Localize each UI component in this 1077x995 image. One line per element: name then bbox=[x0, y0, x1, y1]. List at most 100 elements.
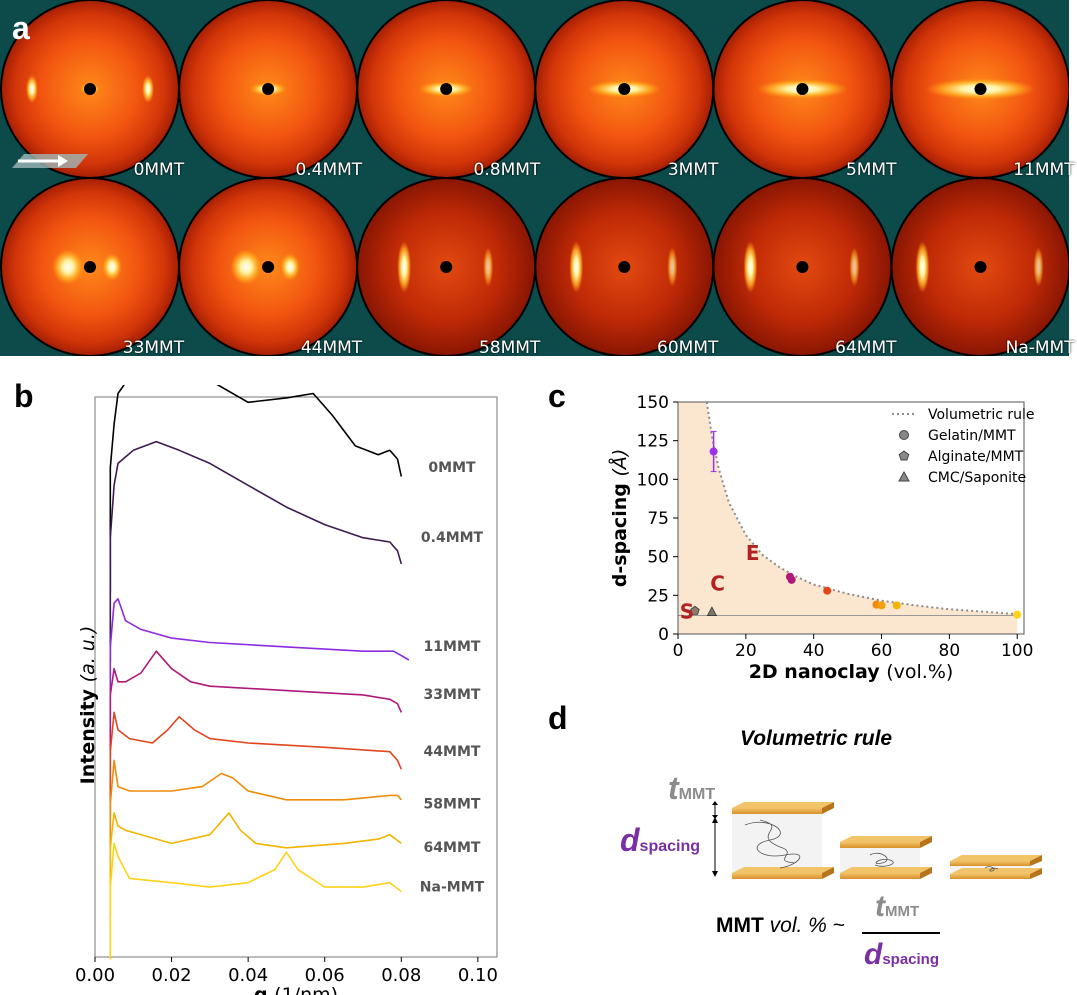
x-tick-label: 80 bbox=[939, 641, 961, 661]
d-spacing-label: dspacing bbox=[620, 822, 701, 858]
scattering-arc bbox=[743, 241, 758, 293]
y-axis-label: d-spacing (Å) bbox=[608, 449, 631, 588]
detector-image bbox=[712, 0, 893, 179]
detector-sample-label: 3MMT bbox=[667, 160, 719, 180]
thickness-arrow-icon bbox=[712, 801, 718, 819]
beamstop bbox=[618, 83, 631, 95]
series-line bbox=[109, 440, 403, 663]
detector-image bbox=[356, 0, 537, 179]
y-tick-label: 75 bbox=[647, 509, 669, 529]
series-label: 64MMT bbox=[424, 840, 481, 856]
formula-denominator: dspacing bbox=[864, 938, 940, 971]
panel-a-letter: a bbox=[12, 10, 30, 46]
beamstop bbox=[84, 83, 96, 95]
y-tick-label: 150 bbox=[637, 393, 669, 413]
gelatin-point bbox=[877, 601, 886, 610]
scattering-lobe bbox=[280, 253, 301, 281]
detector-image bbox=[534, 0, 715, 179]
x-tick-label: 0.06 bbox=[305, 965, 345, 986]
panel-b-saxs-chart: 0.00 0.02 0.04 0.06 0.08 0.10 q (1/nm) Intensit… bbox=[75, 385, 498, 995]
x-axis-label: q (1/nm) bbox=[254, 984, 338, 995]
region-label: E bbox=[746, 541, 760, 565]
detector-sample-label: 44MMT bbox=[300, 338, 363, 358]
beamstop bbox=[440, 83, 453, 95]
legend-label: CMC/Saponite bbox=[928, 470, 1026, 486]
panel-c-letter: c bbox=[548, 378, 566, 414]
t-mmt-label: tMMT bbox=[668, 770, 716, 806]
y-tick-label: 50 bbox=[647, 548, 669, 568]
panel-b-letter: b bbox=[14, 378, 34, 414]
detector-image bbox=[890, 0, 1069, 179]
series-label: 11MMT bbox=[424, 639, 481, 655]
scattering-arc bbox=[667, 247, 678, 287]
platelet-schematic bbox=[712, 801, 1042, 879]
fraction-bar bbox=[862, 932, 940, 934]
formula-numerator: tMMT bbox=[875, 890, 920, 923]
alginate-point bbox=[690, 605, 700, 615]
scattering-arc bbox=[1033, 247, 1044, 287]
detector-image bbox=[712, 177, 893, 356]
y-axis-label: Intensity (a. u.) bbox=[77, 626, 99, 785]
formula-lhs: MMT vol. % ~ bbox=[716, 914, 845, 937]
gelatin-point bbox=[709, 447, 718, 456]
platelet-stack-large bbox=[732, 802, 834, 879]
legend-swatch bbox=[898, 470, 910, 482]
scattering-arc bbox=[483, 247, 494, 287]
gelatin-point bbox=[1013, 610, 1022, 619]
scattering-lobe bbox=[142, 75, 154, 103]
y-tick-label: 100 bbox=[637, 470, 669, 490]
detector-sample-label: Na-MMT bbox=[1005, 338, 1075, 358]
shaded-region bbox=[678, 402, 1018, 634]
detector-sample-label: 5MMT bbox=[845, 160, 897, 180]
beamstop bbox=[84, 261, 96, 273]
panel-a-detector-grid: 0MMT 0.4MMT 0.8MMT 3MMT 5MMT 11MMT 33MMT 44MMT 5… bbox=[0, 0, 1075, 358]
region-label: S bbox=[680, 600, 694, 624]
platelet-stack-small bbox=[950, 855, 1042, 879]
volumetric-rule-line bbox=[705, 401, 1018, 616]
beamstop bbox=[796, 83, 809, 95]
x-tick-label: 100 bbox=[1001, 641, 1033, 661]
scattering-arc bbox=[569, 241, 584, 293]
detector-image bbox=[0, 177, 180, 356]
scattering-arc bbox=[397, 241, 412, 293]
detector-sample-label: 0.8MMT bbox=[473, 160, 541, 180]
legend-swatch bbox=[898, 450, 910, 461]
beamstop bbox=[262, 83, 275, 95]
spacing-arrow-icon bbox=[712, 817, 718, 877]
detector-image bbox=[178, 177, 359, 356]
x-tick-label: 0.00 bbox=[75, 965, 115, 986]
beamstop bbox=[974, 83, 987, 95]
detector-sample-label: 0MMT bbox=[133, 160, 185, 180]
beamstop bbox=[262, 261, 275, 273]
scattering-lobe bbox=[26, 75, 38, 103]
detector-image bbox=[356, 177, 537, 356]
beamstop bbox=[618, 261, 631, 273]
detector-image bbox=[534, 177, 715, 356]
platelet-stack-medium bbox=[840, 836, 932, 879]
beamstop bbox=[796, 261, 809, 273]
x-tick-label: 0.08 bbox=[381, 965, 421, 986]
series-line bbox=[109, 759, 402, 873]
series-label: 0MMT bbox=[428, 460, 476, 476]
gelatin-point bbox=[787, 575, 796, 584]
series-line bbox=[109, 385, 403, 593]
series-line bbox=[109, 711, 403, 816]
series-label: 0.4MMT bbox=[421, 530, 484, 546]
x-tick-label: 0.04 bbox=[228, 965, 268, 986]
scattering-arc bbox=[849, 247, 860, 287]
legend-label: Volumetric rule bbox=[928, 407, 1034, 423]
detector-image bbox=[0, 0, 180, 179]
beamstop bbox=[974, 261, 987, 273]
series-line bbox=[109, 812, 402, 916]
detector-image bbox=[890, 177, 1069, 356]
series-label: 58MMT bbox=[424, 796, 481, 812]
detector-sample-label: 0.4MMT bbox=[295, 160, 363, 180]
y-tick-label: 25 bbox=[647, 586, 669, 606]
plot-frame bbox=[94, 396, 498, 958]
detector-sample-label: 64MMT bbox=[835, 338, 897, 358]
detector-sample-label: 11MMT bbox=[1013, 160, 1075, 180]
legend-label: Alginate/MMT bbox=[928, 449, 1024, 465]
panel-c-plot: 0 20 40 60 80 100 0 25 50 75 100 125 150 2D nanoclay … bbox=[608, 393, 1034, 683]
gelatin-point bbox=[892, 601, 901, 610]
detector-sample-label: 60MMT bbox=[657, 338, 719, 358]
